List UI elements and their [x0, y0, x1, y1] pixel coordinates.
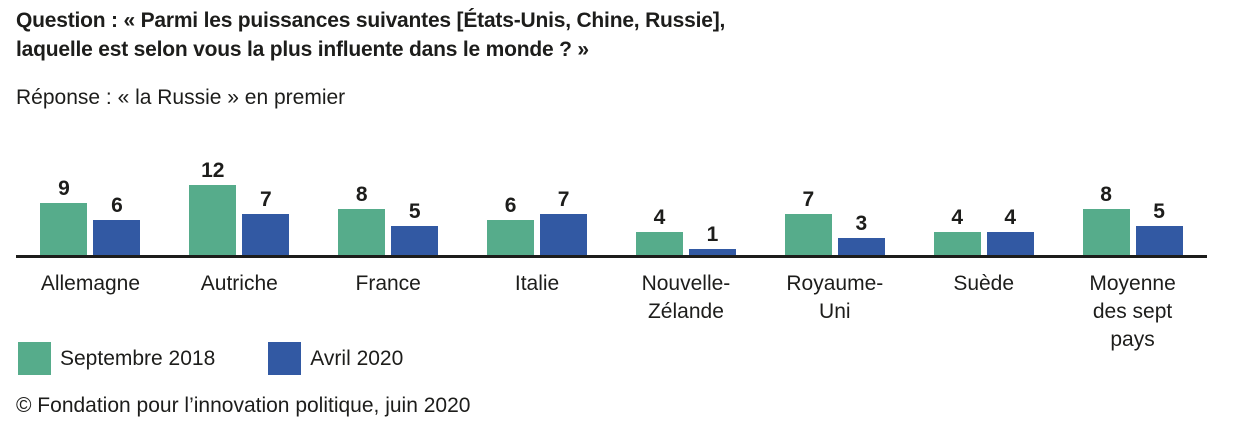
bar-column: 7	[242, 188, 290, 255]
source-credit: © Fondation pour l’innovation politique,…	[16, 394, 471, 417]
bar-avril-2020-autriche	[242, 214, 290, 255]
bar-value-label: 6	[504, 194, 517, 217]
bar-avril-2020-moyenne-des-sept-pays	[1135, 226, 1183, 255]
category-label-italie: Italie	[514, 272, 560, 295]
bar-value-label: 4	[1004, 206, 1017, 229]
bar-septembre-2018-italie	[487, 220, 535, 255]
bar-column: 8	[338, 183, 386, 255]
legend-item-avril-2020: Avril 2020	[268, 342, 403, 375]
bar-column: 7	[784, 188, 832, 255]
bar-chart: 9 6 12 7 8 5 6 7 4 1 7 3 4 4 8 5 Allemagne Autriche Franc…	[16, 150, 1207, 354]
bar-septembre-2018-suede	[933, 232, 981, 255]
legend-item-septembre-2018: Septembre 2018	[18, 342, 215, 375]
bar-column: 5	[391, 200, 439, 255]
bar-value-label: 5	[408, 200, 421, 223]
bar-value-label: 12	[201, 159, 225, 182]
bar-septembre-2018-royaume-uni	[784, 214, 832, 255]
bar-value-label: 5	[1153, 200, 1165, 223]
category-axis-labels: Allemagne Autriche France Italie Nouvelle- Zé…	[16, 258, 1207, 354]
category-label-nouvelle-zelande: Nouvelle- Zélande	[641, 272, 731, 323]
question-title-line2: laquelle est selon vous la plus influent…	[16, 38, 589, 61]
bar-avril-2020-allemagne	[93, 220, 141, 255]
bar-septembre-2018-allemagne	[40, 203, 88, 255]
bar-column: 4	[635, 206, 683, 255]
category-label-autriche: Autriche	[200, 272, 278, 295]
bar-value-label: 7	[802, 188, 815, 211]
category-label-allemagne: Allemagne	[40, 272, 141, 295]
bar-column: 3	[837, 212, 885, 255]
bar-value-label: 7	[557, 188, 570, 211]
bar-column: 8	[1082, 183, 1130, 255]
bar-column: 5	[1135, 200, 1183, 255]
bar-septembre-2018-moyenne-des-sept-pays	[1082, 209, 1130, 255]
bar-avril-2020-france	[391, 226, 439, 255]
bar-avril-2020-royaume-uni	[837, 238, 885, 255]
bar-avril-2020-suede	[986, 232, 1034, 255]
bar-value-label: 4	[951, 206, 964, 229]
bar-value-label: 7	[259, 188, 272, 211]
chart-plot-area: 9 6 12 7 8 5 6 7 4 1 7 3 4 4 8 5	[16, 150, 1207, 258]
legend-swatch-icon	[268, 342, 302, 375]
bar-septembre-2018-nouvelle-zelande	[635, 232, 683, 255]
response-subtitle: Réponse : « la Russie » en premier	[16, 86, 346, 109]
bar-column: 6	[93, 194, 141, 255]
legend-label: Avril 2020	[310, 346, 404, 370]
category-label-moyenne-des-sept-pays: Moyenne des sept pays	[1089, 272, 1176, 351]
bar-column: 4	[986, 206, 1034, 255]
bar-group-autriche: 12 7	[165, 160, 314, 255]
bar-column: 7	[540, 188, 588, 255]
question-title-line1: Question : « Parmi les puissances suivan…	[16, 9, 726, 32]
bar-avril-2020-nouvelle-zelande	[688, 249, 736, 255]
bar-column: 1	[688, 223, 736, 255]
bar-column: 12	[189, 159, 237, 255]
bar-septembre-2018-france	[338, 209, 386, 255]
bar-value-label: 6	[111, 194, 123, 217]
bar-value-label: 9	[58, 177, 70, 200]
bar-value-label: 8	[355, 183, 368, 206]
bar-avril-2020-italie	[540, 214, 588, 255]
category-label-royaume-uni: Royaume- Uni	[786, 272, 884, 323]
bar-value-label: 4	[653, 206, 666, 229]
bar-column: 4	[933, 206, 981, 255]
bar-value-label: 3	[855, 212, 868, 235]
legend-swatch-icon	[18, 342, 51, 375]
chart-legend: Septembre 2018 Avril 2020	[18, 342, 403, 375]
bar-column: 9	[40, 177, 88, 255]
category-label-france: France	[355, 272, 421, 295]
bar-septembre-2018-autriche	[189, 185, 237, 255]
bar-column: 6	[487, 194, 535, 255]
bar-value-label: 1	[706, 223, 719, 246]
legend-label: Septembre 2018	[60, 346, 216, 370]
bar-value-label: 8	[1100, 183, 1112, 206]
category-label-suede: Suède	[953, 272, 1015, 295]
header: Question : « Parmi les puissances suivan…	[16, 6, 725, 111]
